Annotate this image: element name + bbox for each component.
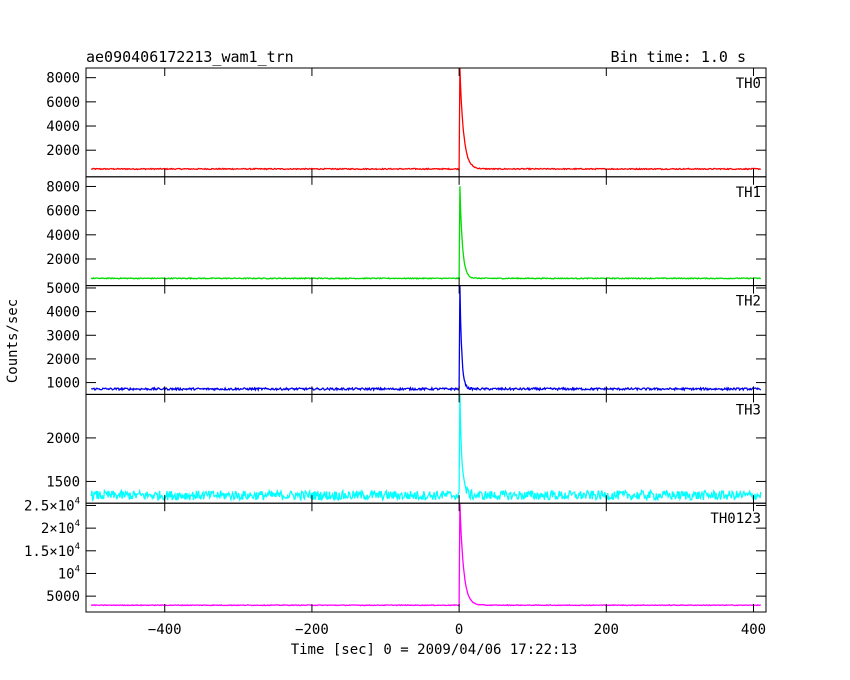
panel-label: TH3 [736,402,761,418]
panel-frame [85,67,767,178]
y-tick-label: 2.5×104 [24,496,80,514]
panel-frame [85,502,767,613]
panel-th0123: 5000 104 1.5×104 2×104 2.5×104 TH0123 [24,496,767,613]
x-tick-label: 400 [741,622,766,638]
panel-label: TH1 [736,185,761,201]
y-tick-label: 5000 [46,281,80,297]
y-tick-label: 2×104 [41,519,80,537]
panel-frame [85,285,767,395]
y-tick-label: 8000 [46,179,80,195]
y-tick-label: 3000 [46,328,80,344]
panel-th0: 2000 4000 6000 8000 TH0 [46,67,767,178]
y-tick-label: 5000 [46,589,80,605]
x-tick-label: −200 [295,622,329,638]
bin-time-label: Bin time: 1.0 s [611,48,746,66]
x-tick-label: 0 [455,622,463,638]
y-tick-label: 6000 [46,204,80,220]
series-line-th3 [90,394,762,503]
y-tick-label: 4000 [46,119,80,135]
chart-title: ae090406172213_wam1_trn [86,48,294,66]
y-tick-label: 6000 [46,95,80,111]
y-tick-label: 2000 [46,143,80,159]
y-axis-label: Counts/sec [5,299,21,383]
series-line-th2 [91,285,762,392]
y-tick-label: 1500 [46,474,80,490]
x-axis: −400 −200 0 200 400 [148,622,766,638]
y-tick-label: 2000 [46,352,80,368]
panel-label: TH0123 [710,511,761,527]
series-line-th0 [90,68,762,171]
panel-frame [85,393,767,504]
panel-th1: 2000 4000 6000 8000 TH1 [46,176,767,287]
series-line-th1 [90,186,761,280]
x-axis-label: Time [sec] 0 = 2009/04/06 17:22:13 [291,642,578,658]
y-tick-label: 2000 [46,431,80,447]
y-tick-label: 1.5×104 [24,542,80,560]
panel-label: TH0 [736,76,761,92]
y-tick-label: 2000 [46,252,80,268]
series-line-th0123 [90,503,761,607]
x-tick-label: −400 [148,622,182,638]
panel-label: TH2 [736,294,761,310]
y-tick-label: 8000 [46,71,80,87]
y-tick-label: 104 [58,564,80,582]
panels-group: 2000 4000 6000 8000 TH0 2000 4000 6000 8000 TH1 10… [24,67,767,613]
y-tick-label: 4000 [46,228,80,244]
panel-frame [85,176,767,287]
panel-th2: 1000 2000 3000 4000 5000 TH2 [46,281,767,395]
panel-th3: 1500 2000 TH3 [46,393,767,504]
y-tick-label: 4000 [46,305,80,321]
y-tick-label: 1000 [46,376,80,392]
x-tick-label: 200 [594,622,619,638]
